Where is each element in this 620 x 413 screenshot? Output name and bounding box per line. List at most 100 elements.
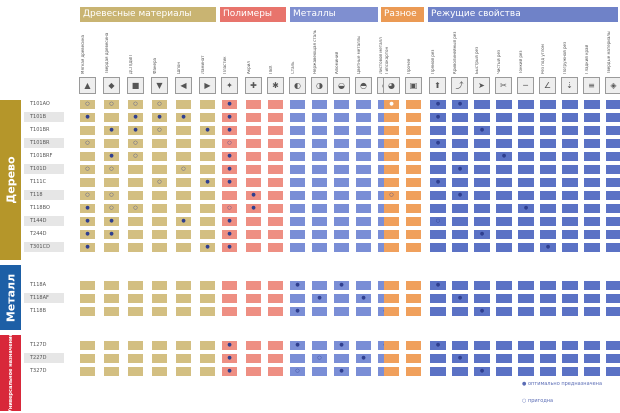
table-cell: [200, 307, 215, 316]
table-cell: ●: [430, 178, 446, 187]
table-cell: ●: [334, 367, 349, 376]
table-cell: ●: [222, 165, 237, 174]
table-cell: [606, 100, 620, 109]
table-cell: [518, 152, 534, 161]
column-title: Ламинат: [201, 24, 215, 74]
blade-code: T327D: [30, 368, 47, 374]
table-cell: [584, 100, 600, 109]
table-cell: [606, 354, 620, 363]
material-icon: ◒: [333, 77, 350, 94]
table-cell: [152, 152, 167, 161]
table-cell: [80, 126, 95, 135]
table-cell: [268, 230, 283, 239]
table-cell: [176, 100, 191, 109]
table-cell: [290, 354, 305, 363]
table-cell: [584, 294, 600, 303]
table-cell: [474, 243, 490, 252]
table-cell: [584, 191, 600, 200]
table-cell: [104, 367, 119, 376]
table-cell: [452, 113, 468, 122]
table-cell: [128, 243, 143, 252]
table-cell: [562, 281, 578, 290]
table-cell: [518, 113, 534, 122]
table-cell: [562, 204, 578, 213]
table-cell: [176, 354, 191, 363]
table-cell: [128, 217, 143, 226]
table-cell: [584, 307, 600, 316]
blade-code: T118B: [30, 308, 47, 314]
table-cell: [176, 230, 191, 239]
table-cell: [222, 281, 237, 290]
table-cell: [406, 126, 421, 135]
table-cell: [128, 165, 143, 174]
table-cell: [246, 100, 261, 109]
table-cell: [312, 341, 327, 350]
table-cell: [104, 281, 119, 290]
table-cell: [406, 230, 421, 239]
table-cell: [584, 367, 600, 376]
table-cell: [384, 113, 399, 122]
table-cell: [152, 204, 167, 213]
legend-suitable: ○ пригодна: [522, 398, 554, 404]
table-cell: [406, 191, 421, 200]
table-cell: [152, 217, 167, 226]
table-cell: [176, 281, 191, 290]
table-cell: [584, 230, 600, 239]
table-cell: ●: [128, 126, 143, 135]
table-cell: [200, 341, 215, 350]
table-cell: ●: [356, 354, 371, 363]
material-icon: ◓: [355, 77, 372, 94]
table-cell: ●: [430, 341, 446, 350]
table-cell: [384, 152, 399, 161]
table-cell: [334, 294, 349, 303]
table-cell: [356, 100, 371, 109]
table-cell: [518, 126, 534, 135]
table-cell: [290, 178, 305, 187]
table-cell: [290, 294, 305, 303]
table-cell: [356, 126, 371, 135]
table-cell: ○: [312, 354, 327, 363]
table-cell: [584, 204, 600, 213]
table-cell: [606, 341, 620, 350]
table-cell: [496, 178, 512, 187]
column-title: Тонкий рез: [519, 24, 533, 74]
table-cell: [128, 367, 143, 376]
table-cell: [584, 178, 600, 187]
table-cell: ○: [128, 152, 143, 161]
table-cell: [496, 307, 512, 316]
table-cell: [334, 354, 349, 363]
table-cell: ●: [104, 217, 119, 226]
table-cell: [152, 243, 167, 252]
column-title-text: Шпон: [177, 62, 181, 74]
table-cell: [474, 100, 490, 109]
table-cell: [104, 341, 119, 350]
table-cell: [356, 139, 371, 148]
table-cell: [496, 191, 512, 200]
table-cell: [430, 204, 446, 213]
table-cell: [452, 217, 468, 226]
column-title: Гладкий край: [585, 24, 599, 74]
table-cell: ●: [474, 126, 490, 135]
material-icon: ⇣: [561, 77, 578, 94]
table-cell: [562, 367, 578, 376]
table-cell: [406, 294, 421, 303]
blade-code: T118: [24, 190, 64, 200]
column-title-text: Погружной рез: [563, 41, 567, 74]
column-title: Гипсокартон: [385, 24, 399, 74]
table-cell: ●: [452, 100, 468, 109]
column-title-text: ПВХ: [269, 65, 273, 75]
blade-code: T101BR: [30, 127, 50, 133]
column-title-text: Чистый рез: [497, 49, 501, 74]
table-cell: [430, 354, 446, 363]
table-cell: [562, 294, 578, 303]
table-cell: [80, 281, 95, 290]
table-cell: [540, 191, 556, 200]
table-cell: [356, 204, 371, 213]
table-cell: [406, 217, 421, 226]
column-title-text: ДСП/ДВП: [129, 54, 133, 74]
table-cell: [334, 126, 349, 135]
table-cell: [562, 243, 578, 252]
column-title: Твёрдые материалы: [607, 24, 620, 74]
table-cell: [496, 139, 512, 148]
table-cell: [290, 191, 305, 200]
